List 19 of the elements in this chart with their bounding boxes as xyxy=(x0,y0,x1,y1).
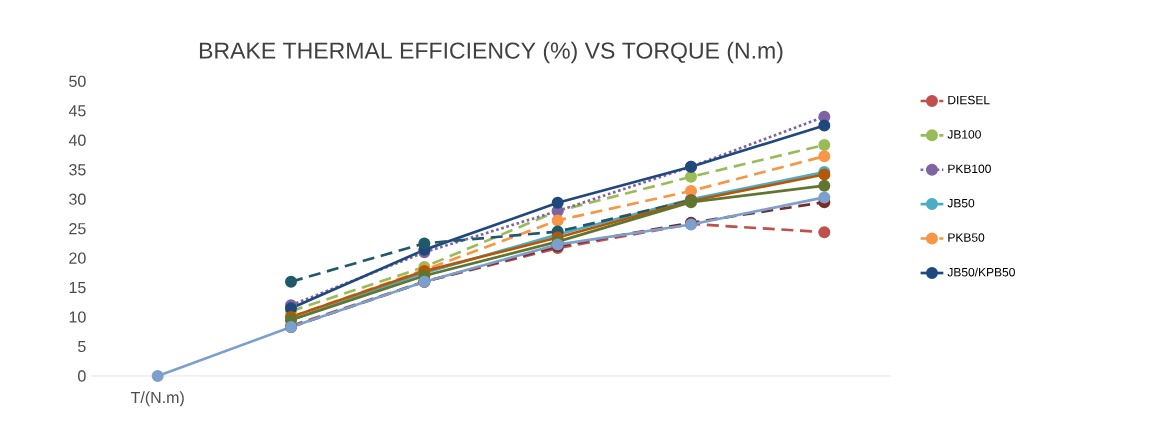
y-tick-label: 25 xyxy=(69,223,86,235)
y-tick-label: 10 xyxy=(69,311,86,323)
y-tick-label: 45 xyxy=(68,105,86,117)
legend-label: PKB50 xyxy=(948,233,985,242)
legend-label: DIESEL xyxy=(948,95,990,105)
y-tick-label: 40 xyxy=(68,134,86,146)
y-tick-label: 35 xyxy=(69,164,86,176)
y-tick-label: 15 xyxy=(69,282,86,294)
y-tick-label: 50 xyxy=(69,75,86,87)
legend-label: JB50 xyxy=(947,198,975,208)
y-tick-label: 30 xyxy=(69,193,86,205)
chart-title: BRAKE THERMAL EFFICIENCY (%) VS TORQUE (N.m) xyxy=(199,41,783,64)
legend-label: JB100 xyxy=(947,130,981,139)
y-tick-label: 0 xyxy=(78,370,86,382)
legend-label: PKB100 xyxy=(948,164,991,174)
legend-label: JB50/KPB50 xyxy=(947,267,1015,277)
x-tick-label: T/(N.m) xyxy=(130,391,184,407)
y-tick-label: 20 xyxy=(69,252,86,264)
y-tick-label: 5 xyxy=(78,340,86,353)
